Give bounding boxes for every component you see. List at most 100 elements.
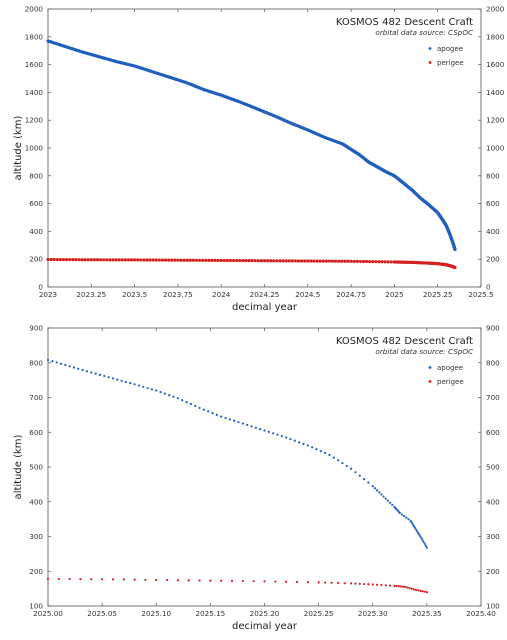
data-point — [346, 259, 350, 263]
data-point — [280, 434, 283, 438]
data-point — [163, 258, 168, 262]
data-point — [412, 524, 415, 528]
data-point — [215, 413, 218, 416]
data-point — [83, 258, 87, 262]
data-point — [411, 523, 414, 526]
data-point — [182, 258, 186, 262]
data-point — [194, 404, 197, 408]
data-point — [281, 259, 285, 263]
data-point — [409, 519, 412, 522]
data-point — [57, 577, 60, 581]
y-tick-label-right: 600 — [486, 428, 500, 437]
data-point — [276, 433, 279, 436]
data-point — [98, 258, 103, 262]
data-point — [317, 581, 320, 584]
data-point — [324, 259, 328, 263]
data-point — [414, 528, 418, 531]
data-point — [373, 487, 377, 490]
data-point — [358, 582, 361, 585]
data-point — [267, 430, 270, 433]
data-point — [107, 376, 110, 379]
data-point — [315, 448, 318, 451]
y-tick-label: 2000 — [25, 5, 44, 14]
data-point — [367, 481, 370, 484]
x-tick-label: 2025.05 — [87, 609, 117, 618]
data-point — [364, 259, 369, 264]
legend-marker-apogee — [428, 47, 432, 50]
data-point — [345, 464, 348, 468]
data-point — [89, 258, 93, 262]
data-point — [155, 578, 158, 582]
data-point — [375, 489, 379, 492]
y-tick-label: 200 — [29, 255, 43, 264]
legend-label-apogee: apogee — [437, 364, 463, 372]
data-point — [72, 366, 76, 369]
data-point — [146, 386, 149, 390]
data-point — [136, 258, 140, 262]
data-point — [296, 259, 301, 263]
data-point — [151, 258, 155, 262]
data-point — [340, 259, 344, 263]
data-point — [278, 259, 282, 263]
data-point — [378, 491, 381, 494]
data-point — [220, 415, 223, 418]
data-point — [101, 578, 104, 581]
data-point — [419, 535, 422, 538]
data-point — [201, 258, 205, 262]
x-tick-label: 2023.75 — [163, 290, 193, 299]
data-point — [80, 258, 84, 262]
data-point — [198, 579, 201, 582]
data-point — [380, 583, 383, 587]
data-point — [142, 385, 145, 388]
y-tick-label: 800 — [29, 171, 43, 180]
data-point — [252, 580, 255, 583]
data-point — [380, 260, 384, 264]
x-tick-label: 2025 — [385, 290, 403, 299]
data-point — [211, 412, 214, 415]
data-point — [233, 419, 236, 422]
data-point — [399, 585, 402, 588]
data-point — [354, 582, 357, 585]
y-tick-label-right: 1600 — [486, 60, 505, 69]
data-point — [64, 258, 69, 262]
data-point — [213, 258, 217, 263]
chart-title: KOSMOS 482 Descent Craft — [336, 17, 473, 28]
legend-label-apogee: apogee — [437, 45, 463, 53]
legend-label-perigee: perigee — [437, 59, 464, 67]
data-point — [388, 584, 392, 587]
y-tick-label: 300 — [29, 532, 43, 541]
data-point — [222, 258, 226, 263]
data-point — [423, 590, 426, 593]
y-tick-label: 1600 — [25, 60, 44, 69]
data-point — [58, 257, 62, 262]
data-point — [404, 585, 407, 588]
data-point — [231, 258, 236, 263]
y-tick-label-right: 1000 — [486, 144, 505, 153]
data-point — [111, 377, 115, 380]
series-perigee — [46, 257, 457, 270]
data-point — [133, 578, 136, 581]
data-point — [191, 258, 195, 262]
data-point — [235, 258, 239, 263]
y-tick-label-right: 800 — [486, 171, 500, 180]
data-point — [290, 259, 294, 263]
y-tick-label: 400 — [29, 497, 43, 506]
legend-label-perigee: perigee — [437, 378, 464, 386]
data-point — [46, 257, 50, 262]
x-tick-label: 2025.30 — [358, 609, 388, 618]
data-point — [422, 540, 425, 544]
data-point — [425, 591, 428, 594]
data-point — [241, 258, 245, 263]
data-point — [324, 451, 327, 455]
data-point — [406, 586, 409, 589]
data-point — [337, 581, 340, 585]
data-point — [150, 388, 154, 391]
data-point — [181, 399, 184, 402]
data-point — [274, 580, 277, 583]
data-point — [114, 258, 118, 262]
data-point — [285, 436, 288, 439]
data-point — [315, 259, 319, 263]
y-tick-label-right: 200 — [486, 567, 500, 576]
chart-title: KOSMOS 482 Descent Craft — [336, 336, 473, 347]
data-point — [160, 258, 165, 262]
